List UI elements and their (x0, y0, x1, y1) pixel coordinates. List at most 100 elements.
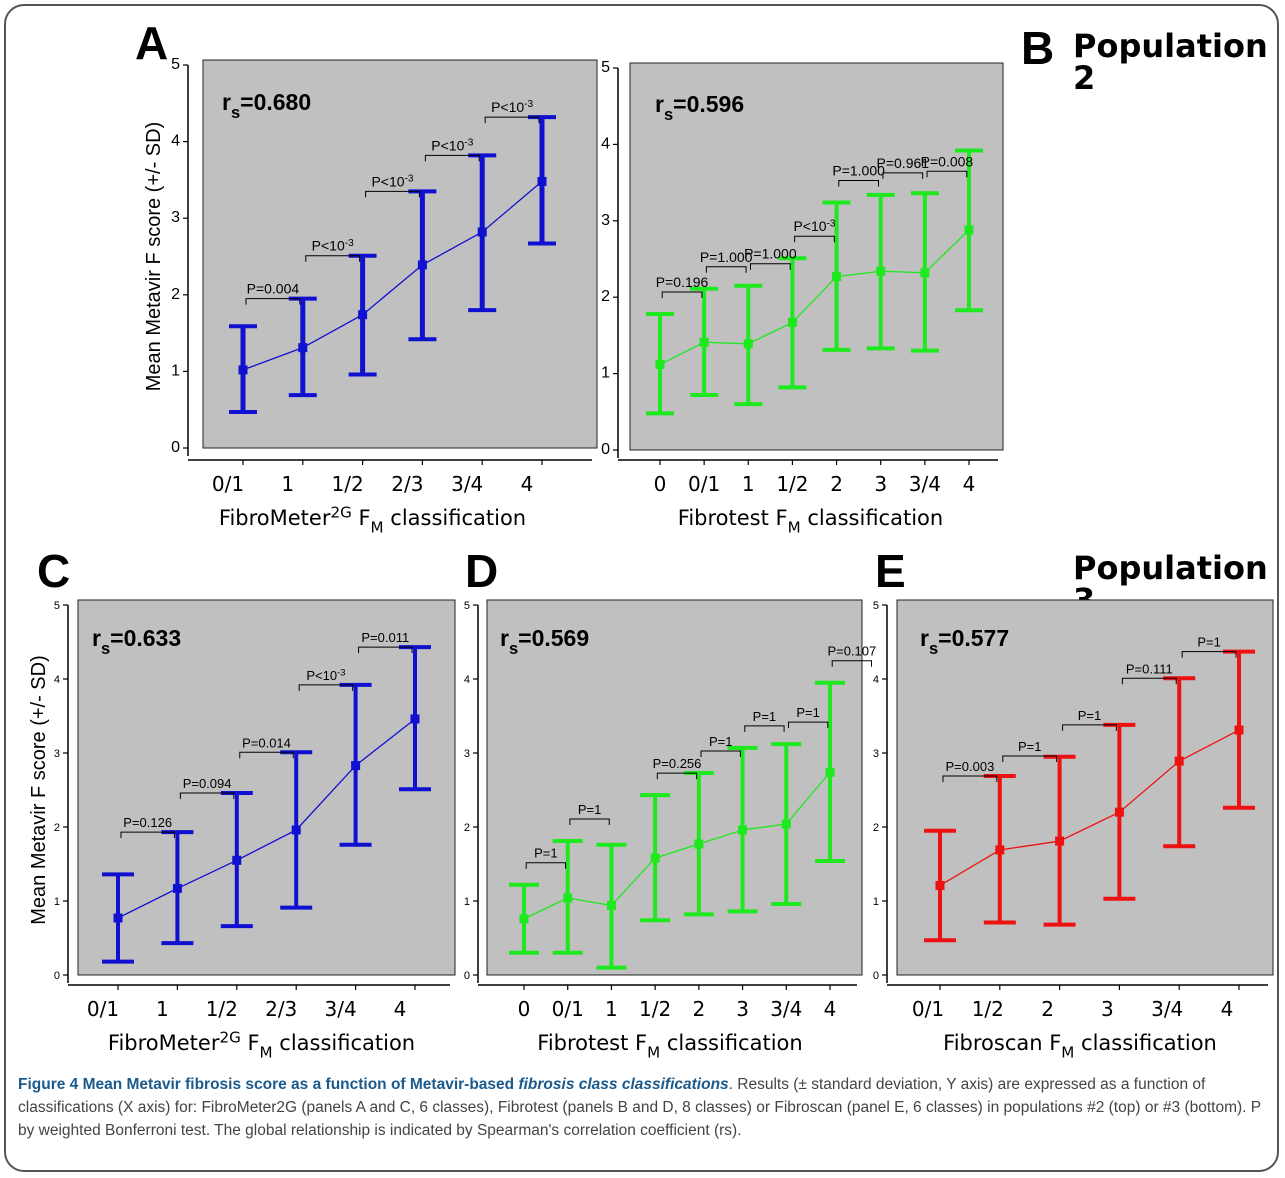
p-bracket (942, 775, 998, 782)
y-tick-label: 2 (464, 822, 470, 834)
series-mean-line (117, 718, 416, 919)
caption-title: Figure 4 Mean Metavir fibrosis score as … (18, 1076, 515, 1093)
x-tick-label: 0/1 (552, 997, 584, 1021)
plot-area (629, 62, 1004, 451)
series-mean-line (659, 229, 970, 366)
x-tick-label: 3/4 (1151, 997, 1183, 1021)
mean-marker (781, 819, 791, 829)
x-tick-label: 0 (518, 997, 531, 1021)
x-tick-label: 4 (824, 997, 837, 1021)
figure-frame (4, 4, 1279, 1172)
mean-marker (1055, 836, 1065, 846)
mean-marker (935, 880, 945, 890)
x-tick-label: 3 (874, 472, 887, 496)
p-value-label: P=1 (796, 705, 820, 720)
chart-panel-d: 0 1 2 3 4 5 0 0/1 1 1/2 2 3 3/4 4 Fibrotest FM classif… (464, 599, 876, 1061)
panel-letter-e: E (875, 545, 906, 597)
x-tick-label: 1 (742, 472, 755, 496)
mean-marker (563, 893, 573, 903)
p-value-label: P=1.000 (744, 246, 797, 262)
plot-area (202, 59, 598, 449)
p-bracket (744, 725, 785, 732)
p-value-label: P=1 (578, 802, 602, 817)
panel-letter-b: B (1021, 22, 1055, 74)
x-tick-label: 4 (394, 997, 407, 1021)
mean-marker (351, 761, 361, 771)
y-tick-label: 0 (873, 970, 879, 982)
p-value-label: P=1 (1197, 635, 1221, 650)
y-tick-label: 4 (171, 133, 180, 150)
mean-marker (1234, 725, 1244, 735)
mean-marker (410, 714, 420, 724)
x-tick-label: 3/4 (325, 997, 357, 1021)
x-tick-label: 1/2 (206, 997, 238, 1021)
y-tick-label: 2 (54, 822, 60, 834)
mean-marker (655, 359, 665, 369)
p-value-label: P<10-3 (306, 667, 345, 683)
mean-marker (694, 839, 704, 849)
p-value-label: P<10-3 (793, 218, 835, 234)
p-value-label: P<10-3 (312, 238, 354, 254)
panel-letter-a: A (135, 17, 169, 69)
mean-marker (699, 337, 709, 347)
p-bracket (569, 818, 610, 826)
p-value-label: P=1.000 (832, 162, 885, 178)
series-mean-line (939, 729, 1240, 887)
x-tick-label: 1/2 (776, 472, 808, 496)
p-value-label: P=0.256 (653, 756, 702, 771)
x-tick-label: 1 (156, 997, 169, 1021)
y-tick-label: 0 (54, 970, 60, 982)
y-tick-label: 3 (873, 748, 879, 760)
p-value-label: P=1 (709, 734, 733, 749)
p-bracket (838, 179, 880, 187)
p-bracket (926, 170, 968, 178)
y-axis-title: Mean Metavir F score (+/- SD) (143, 122, 165, 392)
p-value-label: P=1 (753, 709, 777, 724)
population-bottom-label: Population 3 (1073, 549, 1268, 616)
y-tick-label: 1 (601, 365, 610, 382)
p-bracket (794, 235, 835, 243)
mean-marker (291, 825, 301, 835)
y-tick-label: 3 (464, 748, 470, 760)
p-value-label: P=0.094 (183, 776, 232, 791)
x-tick-label: 0/1 (688, 472, 720, 496)
mean-marker (650, 853, 660, 863)
p-value-label: P<10-3 (491, 99, 533, 115)
y-tick-label: 5 (171, 56, 180, 73)
y-tick-label: 0 (171, 439, 180, 456)
p-value-label: P=0.004 (247, 281, 300, 297)
x-tick-label: 4 (963, 472, 976, 496)
x-axis-title: Fibrotest FM classification (678, 506, 943, 536)
x-tick-label: 2/3 (265, 997, 297, 1021)
y-tick-label: 1 (873, 896, 879, 908)
mean-marker (358, 310, 368, 320)
p-bracket (525, 862, 567, 869)
x-tick-label: 3/4 (770, 997, 802, 1021)
mean-marker (238, 365, 248, 375)
panel-letter-c: C (37, 545, 71, 597)
x-tick-label: 2/3 (391, 472, 423, 496)
mean-marker (738, 825, 748, 835)
y-tick-label: 4 (873, 674, 879, 686)
x-tick-label: 1/2 (972, 997, 1004, 1021)
chart-panel-a: 0 1 2 3 4 5 0/1 1 1/2 2/3 3/4 4 FibroMeter2G FM clas… (143, 56, 598, 536)
p-value-label: P<10-3 (371, 173, 413, 189)
p-value-label: P=1 (534, 846, 558, 861)
mean-marker (920, 268, 930, 278)
mean-marker (417, 260, 427, 270)
population-top-label: Population 2 (1073, 27, 1268, 97)
spearman-rs-label: rs=0.680 (222, 89, 311, 122)
y-tick-label: 5 (873, 600, 879, 612)
p-bracket (358, 646, 413, 654)
spearman-rs-label: rs=0.569 (500, 625, 589, 658)
x-tick-label: 4 (521, 472, 534, 496)
y-tick-label: 3 (54, 748, 60, 760)
p-bracket (661, 291, 703, 299)
x-axis-title: Fibrotest FM classification (537, 1031, 802, 1061)
p-value-label: P=0.196 (656, 274, 709, 290)
p-bracket (179, 792, 235, 799)
y-axis-title: Mean Metavir F score (+/- SD) (28, 655, 50, 925)
mean-marker (172, 883, 182, 893)
y-tick-label: 0 (601, 441, 610, 458)
